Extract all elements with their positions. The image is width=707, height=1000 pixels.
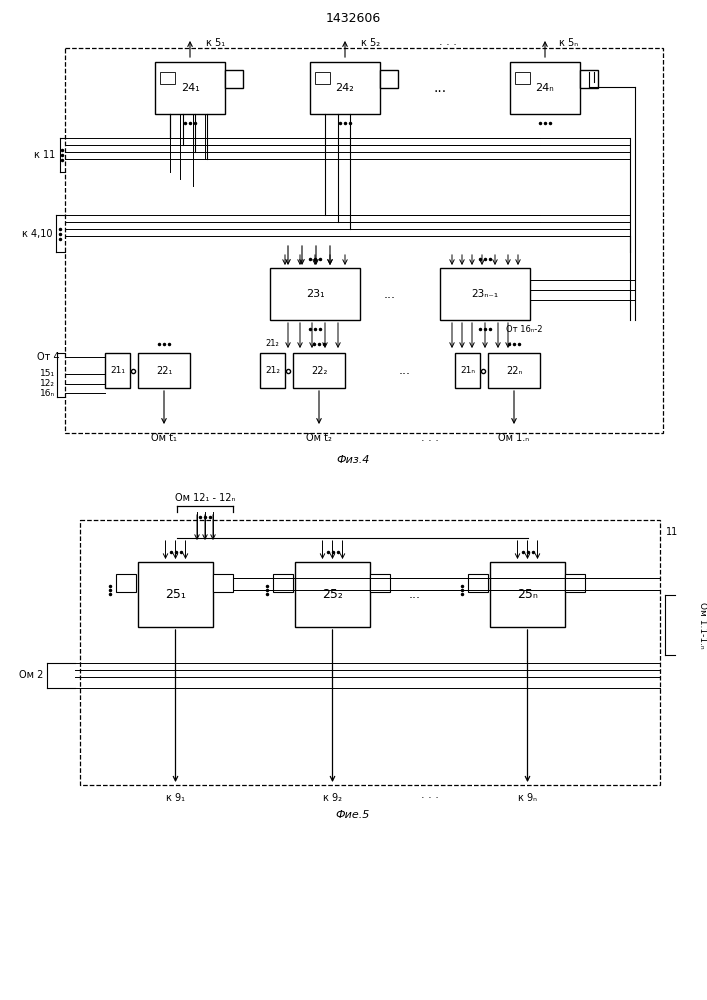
- Text: к 4,10: к 4,10: [21, 229, 52, 238]
- Text: 21₂: 21₂: [265, 366, 280, 375]
- Bar: [273, 574, 293, 592]
- Bar: [116, 574, 136, 592]
- Bar: [260, 353, 285, 388]
- Bar: [488, 353, 540, 388]
- Text: к 9₁: к 9₁: [166, 793, 185, 803]
- Text: 24₁: 24₁: [180, 83, 199, 93]
- Bar: [225, 70, 243, 88]
- Text: Ом 1.1-1.ₙ: Ом 1.1-1.ₙ: [699, 602, 707, 648]
- Bar: [213, 574, 233, 592]
- Text: 25₁: 25₁: [165, 588, 186, 601]
- Text: ...: ...: [384, 288, 396, 300]
- Text: 25ₙ: 25ₙ: [517, 588, 538, 601]
- Text: Ом t₁: Ом t₁: [151, 433, 177, 443]
- Text: 23₁: 23₁: [305, 289, 325, 299]
- Text: 12₂: 12₂: [40, 379, 55, 388]
- Text: 11: 11: [666, 527, 678, 537]
- Bar: [270, 268, 360, 320]
- Text: 1432606: 1432606: [325, 11, 380, 24]
- Bar: [510, 62, 580, 114]
- Bar: [155, 62, 225, 114]
- Bar: [293, 353, 345, 388]
- Text: к 9₂: к 9₂: [323, 793, 342, 803]
- Bar: [468, 574, 488, 592]
- Text: . . .: . . .: [439, 37, 457, 47]
- Text: 25₂: 25₂: [322, 588, 343, 601]
- Text: 16ₙ: 16ₙ: [40, 388, 55, 397]
- Bar: [315, 72, 330, 84]
- Text: 21ₙ: 21ₙ: [460, 366, 475, 375]
- Bar: [138, 353, 190, 388]
- Bar: [160, 72, 175, 84]
- Text: ...: ...: [399, 363, 411, 376]
- Text: 22₁: 22₁: [156, 365, 173, 375]
- Bar: [580, 70, 598, 88]
- Bar: [310, 62, 380, 114]
- Bar: [515, 72, 530, 84]
- Bar: [105, 353, 130, 388]
- Bar: [80, 520, 660, 785]
- Text: ...: ...: [409, 587, 421, 600]
- Text: к 11: к 11: [34, 150, 55, 160]
- Bar: [565, 574, 585, 592]
- Text: Ом t₂: Ом t₂: [306, 433, 332, 443]
- Text: 22ₙ: 22ₙ: [506, 365, 522, 375]
- Text: 22₂: 22₂: [311, 365, 327, 375]
- Text: 24ₙ: 24ₙ: [536, 83, 554, 93]
- Text: 15₁: 15₁: [40, 369, 55, 378]
- Bar: [65, 48, 663, 433]
- Text: к 5₁: к 5₁: [206, 38, 225, 48]
- Text: Ом 12₁ - 12ₙ: Ом 12₁ - 12ₙ: [175, 493, 235, 503]
- Bar: [490, 562, 565, 627]
- Bar: [380, 70, 398, 88]
- Text: . . .: . . .: [421, 433, 439, 443]
- Text: к 9ₙ: к 9ₙ: [518, 793, 537, 803]
- Bar: [370, 574, 390, 592]
- Text: Ом 1.ₙ: Ом 1.ₙ: [498, 433, 530, 443]
- Text: От 4: От 4: [37, 352, 60, 362]
- Text: Физ.4: Физ.4: [337, 455, 370, 465]
- Bar: [138, 562, 213, 627]
- Text: 21₁: 21₁: [110, 366, 125, 375]
- Text: к 5₂: к 5₂: [361, 38, 380, 48]
- Text: 24₂: 24₂: [336, 83, 354, 93]
- Text: Ом 2: Ом 2: [18, 670, 43, 680]
- Text: ...: ...: [433, 81, 447, 95]
- Text: От 16ₙ-2: От 16ₙ-2: [506, 326, 542, 334]
- Bar: [295, 562, 370, 627]
- Bar: [440, 268, 530, 320]
- Bar: [455, 353, 480, 388]
- Text: 21₂: 21₂: [266, 340, 279, 349]
- Text: Фие.5: Фие.5: [336, 810, 370, 820]
- Text: 23ₙ₋₁: 23ₙ₋₁: [472, 289, 498, 299]
- Text: . . .: . . .: [421, 790, 439, 800]
- Text: к 5ₙ: к 5ₙ: [559, 38, 578, 48]
